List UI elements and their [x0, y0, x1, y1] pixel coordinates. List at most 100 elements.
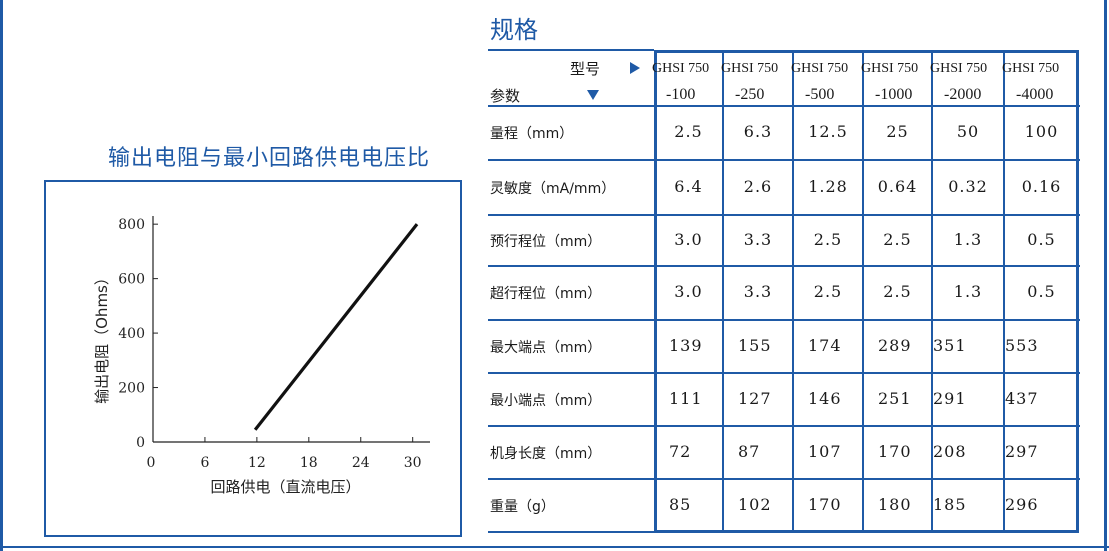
line-chart: 0 200 400 600 800 0 6 12 18 24 30 回路供电（直流电压） 输出电阻（Oh… — [93, 216, 430, 496]
row-label: 灵敏度（mA/mm） — [490, 180, 616, 197]
table-cell: 25 — [886, 122, 909, 141]
x-axis-label: 回路供电（直流电压） — [210, 478, 360, 496]
table-cell: 351 — [933, 335, 967, 355]
row-divider — [488, 478, 1080, 480]
specs-title: 规格 — [490, 16, 538, 44]
arrow-down-icon — [587, 90, 599, 100]
table-cell: 127 — [738, 388, 772, 408]
table-cell: 2.5 — [883, 229, 912, 249]
model-range: -100 — [666, 86, 696, 103]
model-name: GHSI 750 -1000 — [861, 56, 918, 108]
table-cell: 1.3 — [953, 229, 983, 249]
table-cell: 85 — [669, 495, 692, 514]
model-name: GHSI 750 -2000 — [930, 56, 987, 108]
table-cell: 2.5 — [674, 122, 703, 141]
table-cell: 296 — [1005, 495, 1039, 514]
y-tick-label: 800 — [118, 217, 145, 233]
table-cell: 12.5 — [808, 122, 848, 141]
table-cell: 251 — [878, 388, 912, 408]
column-divider — [722, 50, 724, 533]
row-label: 机身长度（mm） — [490, 445, 602, 462]
model-name: GHSI 750 -500 — [791, 56, 848, 108]
model-range: -500 — [805, 86, 835, 103]
table-bottom-line — [488, 531, 654, 533]
x-tick-label: 30 — [404, 455, 422, 471]
row-divider — [488, 425, 1080, 427]
row-divider — [488, 265, 1080, 267]
row-divider — [488, 214, 1080, 216]
table-cell: 6.3 — [743, 122, 773, 141]
model-series: GHSI 750 — [721, 61, 779, 76]
y-tick-label: 400 — [118, 326, 145, 342]
y-tick-label: 600 — [118, 272, 145, 288]
specs-table-outer-border — [654, 50, 1079, 533]
table-cell: 2.5 — [813, 282, 843, 301]
table-cell: 3.0 — [674, 229, 703, 249]
x-tick-label: 6 — [200, 455, 209, 471]
table-cell: 2.5 — [883, 282, 912, 301]
model-range: -4000 — [1016, 86, 1054, 103]
table-cell: 291 — [933, 388, 967, 408]
model-range: -1000 — [875, 86, 913, 103]
specs-table: 型号 参数 GHSI 750 -100 GHSI 750 -250 GHSI 750 -5… — [488, 49, 1080, 534]
model-name: GHSI 750 -4000 — [1002, 56, 1059, 108]
page-edge-bottom — [0, 546, 1109, 548]
row-label: 最大端点（mm） — [490, 339, 602, 356]
chart-title: 输出电阻与最小回路供电电压比 — [108, 146, 431, 171]
model-range: -250 — [735, 86, 765, 103]
table-cell: 170 — [808, 495, 842, 514]
arrow-right-icon — [630, 62, 640, 74]
table-cell: 155 — [738, 335, 772, 355]
model-range: -2000 — [944, 86, 982, 103]
table-cell: 0.32 — [948, 176, 988, 196]
column-divider — [862, 50, 864, 533]
table-cell: 185 — [933, 495, 967, 514]
table-cell: 146 — [808, 388, 842, 408]
table-cell: 3.3 — [743, 282, 773, 301]
table-cell: 111 — [669, 388, 703, 408]
table-cell: 2.6 — [743, 176, 773, 196]
model-name: GHSI 750 -100 — [652, 56, 709, 108]
table-cell: 3.3 — [743, 229, 773, 249]
row-label: 最小端点（mm） — [490, 392, 602, 409]
table-cell: 208 — [933, 441, 967, 461]
table-cell: 6.4 — [674, 176, 703, 196]
row-label: 重量（g） — [490, 499, 555, 515]
table-cell: 1.3 — [953, 282, 983, 301]
column-divider — [931, 50, 933, 533]
column-divider — [792, 50, 794, 533]
row-divider — [488, 105, 1080, 107]
model-name: GHSI 750 -250 — [721, 56, 778, 108]
chart-frame: 0 200 400 600 800 0 6 12 18 24 30 回路供电（直流电压） 输出电阻（Oh… — [44, 180, 462, 537]
table-cell: 3.0 — [674, 282, 703, 301]
row-divider — [488, 159, 1080, 161]
table-cell: 0.5 — [1027, 229, 1056, 249]
table-cell: 553 — [1005, 335, 1039, 355]
table-cell: 139 — [669, 335, 703, 355]
table-cell: 72 — [669, 441, 692, 461]
model-series: GHSI 750 — [1002, 61, 1060, 76]
table-cell: 1.28 — [808, 176, 848, 196]
header-model-label: 型号 — [570, 60, 601, 78]
x-tick-label: 12 — [248, 455, 266, 471]
page-edge-right — [1104, 0, 1107, 551]
x-tick-label: 24 — [352, 455, 370, 471]
row-label: 预行程位（mm） — [490, 233, 602, 250]
model-series: GHSI 750 — [930, 61, 988, 76]
row-divider — [488, 319, 1080, 321]
table-cell: 297 — [1005, 441, 1039, 461]
table-cell: 50 — [956, 122, 980, 141]
series-line — [253, 223, 419, 431]
y-axis-label: 输出电阻（Ohms） — [93, 270, 111, 404]
table-cell: 289 — [878, 335, 912, 355]
model-series: GHSI 750 — [791, 61, 849, 76]
model-series: GHSI 750 — [652, 61, 710, 76]
table-cell: 0.5 — [1027, 282, 1056, 301]
table-cell: 180 — [878, 495, 912, 514]
header-top-line — [488, 49, 654, 51]
row-label: 量程（mm） — [490, 126, 574, 142]
y-tick-label: 200 — [118, 381, 145, 397]
y-tick-label: 0 — [136, 435, 145, 451]
table-cell: 170 — [878, 441, 912, 461]
row-divider — [488, 372, 1080, 374]
